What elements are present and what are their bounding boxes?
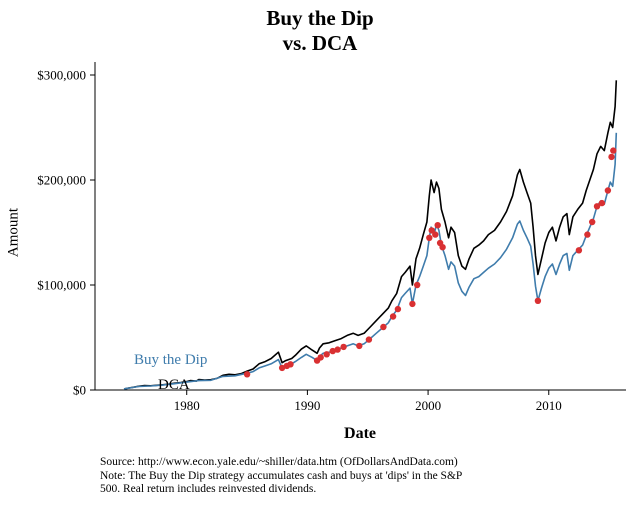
dip-marker — [434, 222, 441, 229]
note-line-2: 500. Real return includes reinvested div… — [100, 483, 317, 496]
footer-note: Source: http://www.econ.yale.edu/~shille… — [100, 456, 580, 497]
x-tick-label: 2010 — [536, 398, 562, 413]
dip-marker — [317, 354, 324, 361]
series-label-dca: DCA — [158, 377, 190, 393]
series-line-buy-the-dip — [123, 132, 618, 390]
dip-marker — [334, 346, 341, 353]
dip-marker — [323, 351, 330, 358]
note-line-1: Note: The Buy the Dip strategy accumulat… — [100, 469, 463, 482]
dip-marker — [340, 343, 347, 351]
y-tick-label: $200,000 — [37, 173, 86, 188]
dip-marker — [610, 147, 617, 154]
dip-marker — [329, 347, 336, 355]
x-tick-label: 1990 — [294, 398, 320, 413]
x-axis-title: Date — [344, 425, 376, 442]
dip-marker — [575, 247, 583, 254]
y-tick-label: $0 — [73, 383, 86, 398]
x-tick-label: 1980 — [174, 398, 200, 413]
dip-marker — [428, 227, 435, 234]
source-line: Source: http://www.econ.yale.edu/~shille… — [100, 456, 458, 468]
y-tick-label: $300,000 — [37, 68, 86, 83]
dip-marker — [287, 361, 294, 368]
dip-marker — [409, 300, 416, 308]
dip-marker — [380, 323, 387, 331]
chart-title: Buy the Dip — [266, 6, 374, 30]
dip-marker — [278, 364, 286, 372]
dip-marker — [389, 313, 397, 320]
series-label-buy-the-dip: Buy the Dip — [134, 352, 208, 368]
dip-marker — [439, 244, 446, 251]
dip-marker — [604, 187, 612, 194]
dip-marker — [426, 234, 433, 241]
dip-marker — [598, 199, 606, 207]
chart-subtitle: vs. DCA — [282, 31, 358, 55]
dip-marker — [414, 281, 421, 289]
dip-marker — [365, 336, 373, 343]
series-line-dca — [123, 80, 618, 390]
dip-marker — [356, 342, 363, 350]
dip-marker — [584, 231, 591, 238]
dip-marker — [593, 203, 601, 210]
dip-marker — [589, 218, 596, 226]
dip-marker — [432, 231, 439, 238]
y-tick-label: $100,000 — [37, 278, 86, 293]
dip-marker — [534, 297, 542, 304]
x-tick-label: 2000 — [415, 398, 441, 413]
dip-marker — [243, 371, 251, 378]
dip-marker — [394, 305, 402, 313]
dip-marker — [608, 153, 615, 161]
